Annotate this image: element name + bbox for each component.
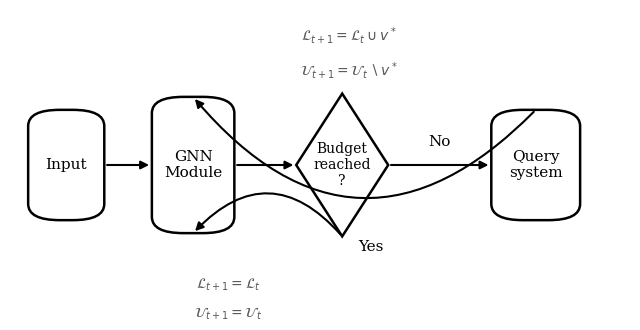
Text: $\mathcal{L}_{t+1} = \mathcal{L}_t$: $\mathcal{L}_{t+1} = \mathcal{L}_t$	[195, 277, 260, 293]
Text: $\mathcal{U}_{t+1} = \mathcal{U}_t$: $\mathcal{U}_{t+1} = \mathcal{U}_t$	[194, 306, 262, 322]
Polygon shape	[296, 94, 388, 236]
FancyBboxPatch shape	[152, 97, 234, 233]
Text: Yes: Yes	[358, 240, 383, 254]
FancyArrowPatch shape	[237, 162, 291, 168]
Text: $\mathcal{L}_{t+1} = \mathcal{L}_t \cup v^*$: $\mathcal{L}_{t+1} = \mathcal{L}_t \cup …	[301, 25, 397, 46]
Text: No: No	[429, 135, 451, 149]
Text: Budget
reached
?: Budget reached ?	[314, 142, 371, 188]
FancyArrowPatch shape	[107, 162, 147, 168]
FancyArrowPatch shape	[196, 101, 534, 198]
FancyArrowPatch shape	[391, 162, 486, 168]
FancyBboxPatch shape	[492, 110, 580, 220]
Text: $\mathcal{U}_{t+1} = \mathcal{U}_t \setminus v^*$: $\mathcal{U}_{t+1} = \mathcal{U}_t \setm…	[300, 60, 397, 82]
Text: GNN
Module: GNN Module	[164, 150, 222, 180]
FancyArrowPatch shape	[196, 193, 340, 234]
Text: Query
system: Query system	[509, 150, 563, 180]
Text: Input: Input	[45, 158, 87, 172]
FancyBboxPatch shape	[28, 110, 104, 220]
